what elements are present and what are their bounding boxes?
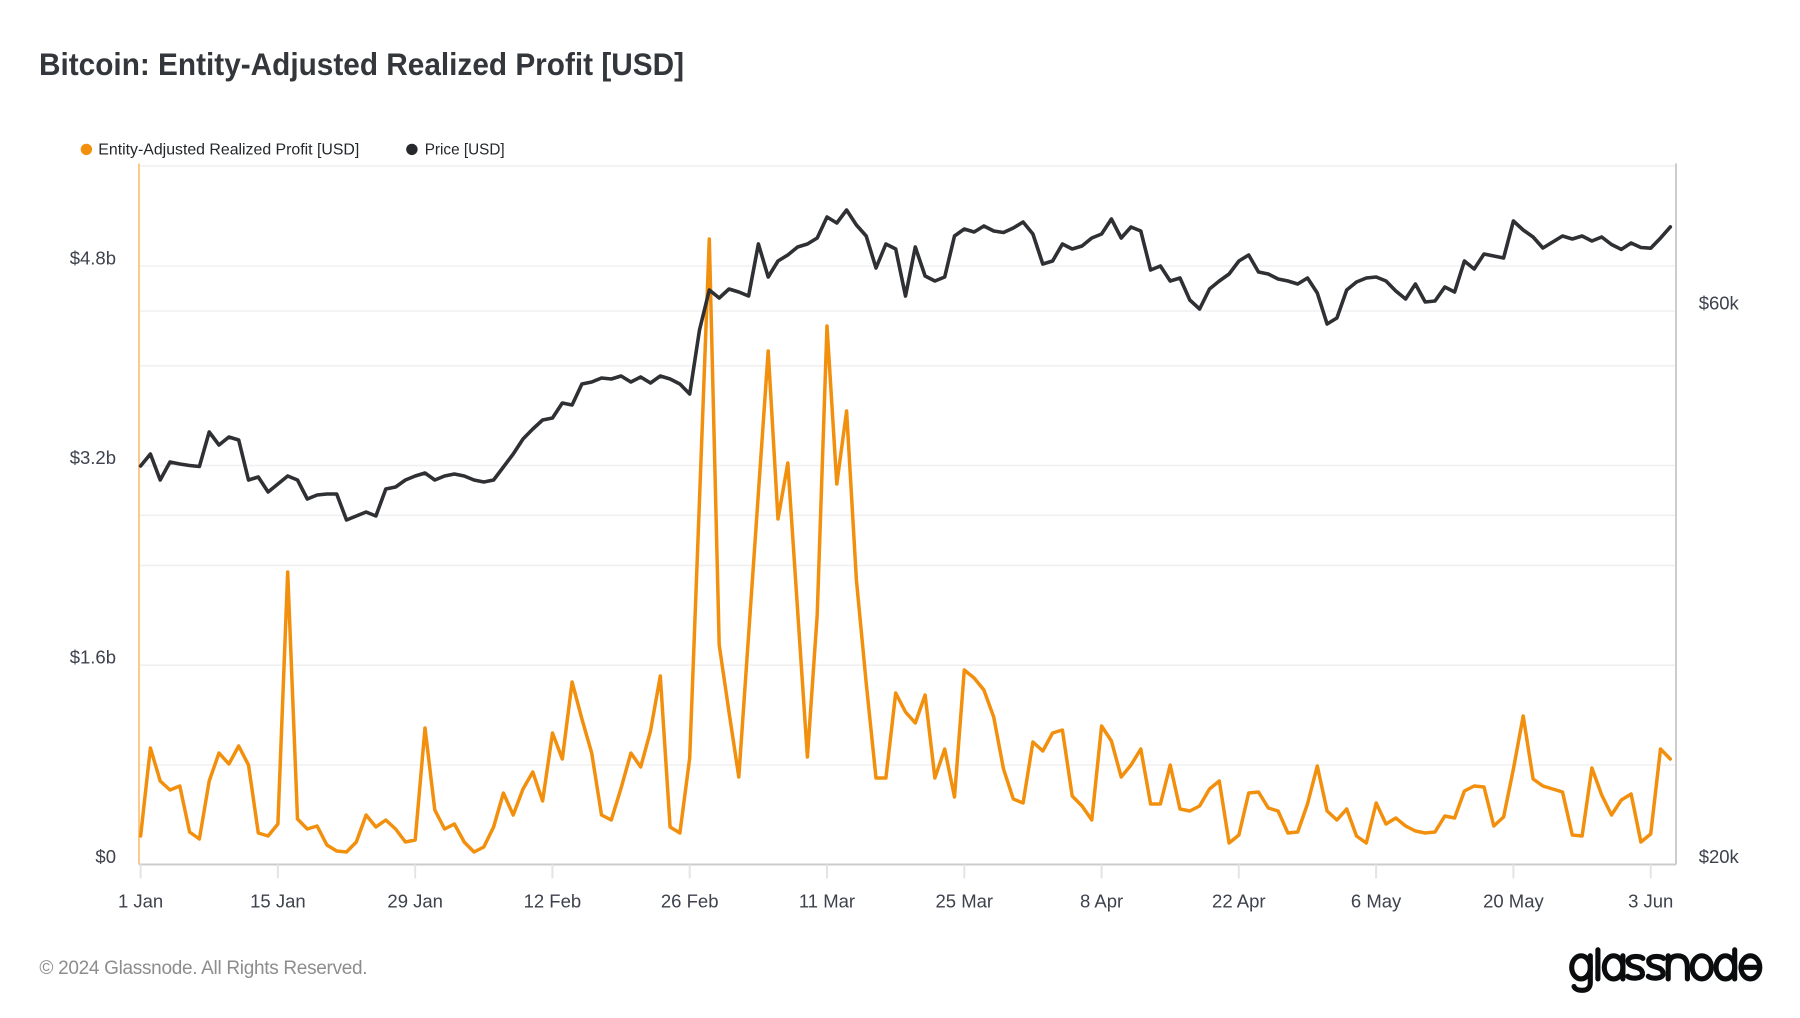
svg-text:12 Feb: 12 Feb <box>524 891 582 912</box>
svg-text:$0: $0 <box>95 846 116 867</box>
svg-text:© 2024 Glassnode. All Rights R: © 2024 Glassnode. All Rights Reserved. <box>39 958 367 979</box>
svg-text:25 Mar: 25 Mar <box>936 891 994 912</box>
svg-text:1 Jan: 1 Jan <box>118 891 163 912</box>
svg-text:8 Apr: 8 Apr <box>1080 891 1123 912</box>
svg-text:Bitcoin: Entity-Adjusted Reali: Bitcoin: Entity-Adjusted Realized Profit… <box>39 46 684 82</box>
svg-text:22 Apr: 22 Apr <box>1212 891 1266 912</box>
svg-text:Price [USD]: Price [USD] <box>425 141 505 158</box>
svg-text:$1.6b: $1.6b <box>70 647 116 668</box>
svg-text:11 Mar: 11 Mar <box>799 891 855 912</box>
svg-text:$4.8b: $4.8b <box>70 248 116 269</box>
svg-text:29 Jan: 29 Jan <box>387 891 443 912</box>
svg-text:20 May: 20 May <box>1483 891 1544 912</box>
svg-text:26 Feb: 26 Feb <box>661 891 719 912</box>
svg-text:$20k: $20k <box>1699 846 1740 867</box>
svg-text:Entity-Adjusted Realized Profi: Entity-Adjusted Realized Profit [USD] <box>98 141 359 158</box>
svg-text:3 Jun: 3 Jun <box>1628 891 1673 912</box>
svg-text:$3.2b: $3.2b <box>70 447 116 468</box>
svg-text:15 Jan: 15 Jan <box>250 891 306 912</box>
svg-text:6 May: 6 May <box>1351 891 1402 912</box>
svg-text:$60k: $60k <box>1699 293 1740 314</box>
